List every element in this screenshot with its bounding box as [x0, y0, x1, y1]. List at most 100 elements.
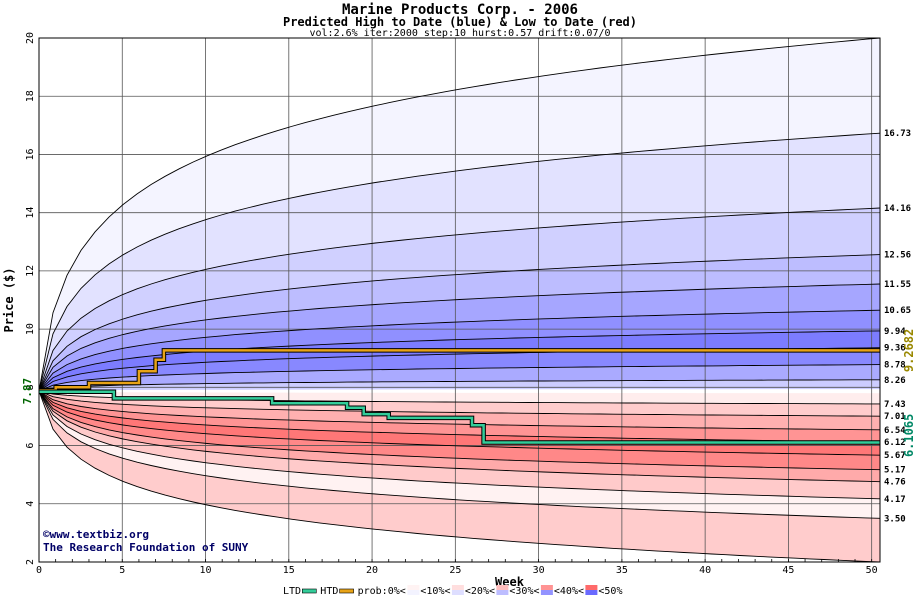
quantile-end-label: 9.36: [884, 344, 906, 354]
quantile-end-label: 6.12: [884, 438, 906, 448]
legend-label: LTD: [283, 586, 301, 597]
low-band-1: [39, 391, 880, 417]
quantile-end-label: 7.01: [884, 412, 906, 422]
chart-subtitle: Predicted High to Date (blue) & Low to D…: [282, 15, 637, 29]
low-band-7: [39, 391, 880, 499]
y-tick-label: 8: [25, 384, 36, 390]
high-quantile-line-6: [39, 330, 880, 392]
high-quantile-line-5: [39, 309, 880, 392]
high-band-2: [39, 208, 880, 392]
high-band-7: [39, 347, 880, 392]
x-tick-label: 0: [36, 565, 42, 576]
high-band-1: [39, 133, 880, 392]
legend-swatch-low: [585, 585, 598, 590]
quantile-end-label: 6.54: [884, 426, 906, 436]
y-tick-label: 16: [25, 148, 36, 160]
x-tick-label: 15: [283, 565, 295, 576]
high-quantile-line-9: [39, 379, 880, 392]
ltd-series-line: [39, 390, 880, 444]
legend-swatch-low: [451, 585, 464, 590]
y-tick-label: 2: [25, 559, 36, 565]
low-band-8: [39, 391, 880, 519]
quantile-end-label: 10.65: [884, 306, 911, 316]
quantile-end-label: 4.76: [884, 478, 906, 488]
legend-label: <50%: [598, 586, 622, 597]
low-quantile-line-6: [39, 390, 880, 483]
low-quantile-line-9: [39, 390, 880, 562]
x-tick-label: 20: [366, 565, 378, 576]
legend-label: <30%<: [509, 586, 539, 597]
start-price-label: 7.87: [21, 378, 34, 405]
ltd-current-label: 6.1065: [902, 414, 916, 457]
legend-label: <40%<: [554, 586, 584, 597]
chart-params: vol:2.6% iter:2000 step:10 hurst:0.57 dr…: [309, 28, 611, 39]
x-tick-label: 10: [200, 565, 212, 576]
quantile-end-label: 8.26: [884, 376, 906, 386]
chart-title: Marine Products Corp. - 2006: [341, 2, 578, 18]
x-tick-label: 30: [533, 565, 545, 576]
credit-line: The Research Foundation of SUNY: [43, 541, 249, 554]
low-band-0: [39, 391, 880, 404]
low-band-9: [39, 391, 880, 562]
quantile-end-label: 16.73: [884, 129, 911, 139]
legend-swatch-high: [540, 590, 553, 595]
quantile-end-label: 5.67: [884, 451, 906, 461]
high-band-6: [39, 330, 880, 392]
y-tick-label: 6: [25, 443, 36, 449]
low-quantile-line-1: [39, 390, 880, 417]
htd-series-line: [39, 349, 880, 392]
high-quantile-line-1: [39, 132, 880, 392]
plot-border: [38, 37, 881, 563]
legend-line-swatch: [339, 588, 354, 594]
legend-swatch-low: [407, 585, 420, 590]
legend-swatch-high: [496, 590, 509, 595]
credit-line: ©www.textbiz.org: [43, 528, 149, 541]
low-quantile-line-2: [39, 390, 880, 431]
high-quantile-line-2: [39, 207, 880, 392]
low-band-3: [39, 391, 880, 443]
high-band-9: [39, 379, 880, 392]
low-band-5: [39, 391, 880, 470]
legend-label: <10%<: [420, 586, 450, 597]
high-band-5: [39, 310, 880, 392]
quantile-end-label: 9.94: [884, 327, 906, 337]
legend-line-swatch: [301, 588, 317, 594]
high-quantile-line-3: [39, 254, 880, 392]
y-tick-label: 18: [25, 90, 36, 102]
high-quantile-line-8: [39, 364, 880, 392]
x-tick-label: 25: [449, 565, 461, 576]
legend-swatch-high: [407, 590, 420, 595]
low-quantile-line-8: [39, 390, 880, 519]
legend-swatch-high: [585, 590, 598, 595]
quantile-end-label: 5.17: [884, 466, 906, 476]
quantile-end-label: 14.16: [884, 204, 911, 214]
low-quantile-line-7: [39, 390, 880, 500]
y-axis-label: Price ($): [2, 267, 16, 332]
low-band-2: [39, 391, 880, 430]
low-quantile-line-3: [39, 390, 880, 443]
legend-label: prob:0%<: [358, 586, 406, 597]
x-tick-label: 40: [699, 565, 711, 576]
low-quantile-line-5: [39, 390, 880, 471]
high-quantile-line-4: [39, 283, 880, 392]
x-tick-label: 45: [782, 565, 794, 576]
high-band-3: [39, 254, 880, 392]
y-tick-label: 20: [25, 32, 36, 44]
x-tick-label: 5: [119, 565, 125, 576]
quantile-end-label: 4.17: [884, 495, 906, 505]
high-band-4: [39, 284, 880, 392]
legend-swatch-high: [451, 590, 464, 595]
low-quantile-line-4: [39, 390, 880, 456]
high-band-0: [39, 38, 880, 392]
quantile-end-label: 8.78: [884, 361, 906, 371]
high-quantile-line-0: [39, 38, 880, 392]
quantile-end-label: 3.50: [884, 514, 906, 524]
legend-swatch-low: [496, 585, 509, 590]
htd-current-label: 9.2682: [902, 329, 916, 372]
y-tick-label: 10: [25, 323, 36, 335]
legend-label: HTD: [320, 586, 338, 597]
y-tick-label: 14: [25, 207, 36, 219]
y-tick-label: 4: [25, 501, 36, 507]
legend-swatch-low: [540, 585, 553, 590]
